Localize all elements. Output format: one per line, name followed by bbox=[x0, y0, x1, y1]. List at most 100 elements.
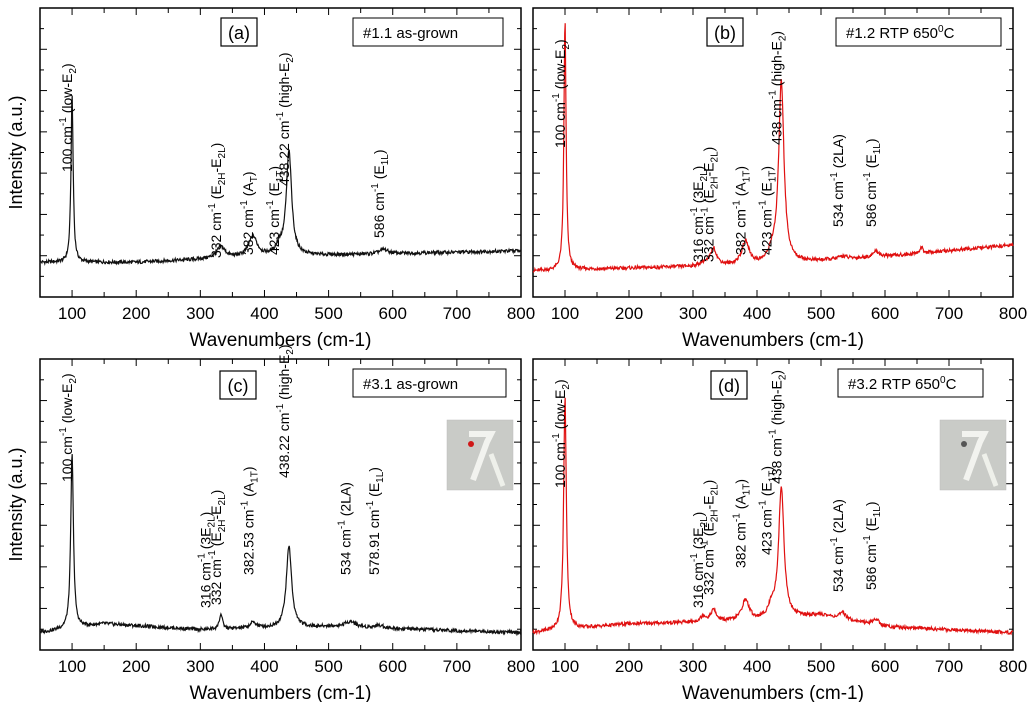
x-tick-label: 300 bbox=[679, 304, 707, 323]
panel-c: 100 200 300 400 500 600 700 800 Wavenumbers (cm-… bbox=[6, 344, 535, 702]
spectrum-line bbox=[39, 454, 522, 637]
x-tick-label: 100 bbox=[551, 304, 579, 323]
y-axis-label: Intensity (a.u.) bbox=[6, 447, 26, 561]
x-tick-label: 100 bbox=[551, 657, 579, 676]
peak-annotation: 332 cm-1 (E2H-E2L) bbox=[207, 490, 228, 605]
x-tick-label: 100 bbox=[58, 657, 86, 676]
x-tick-label: 700 bbox=[443, 657, 471, 676]
sample-legend-box bbox=[837, 368, 984, 398]
peak-annotation: 423 cm-1 (E1T) bbox=[265, 166, 286, 255]
peak-annotation: 332 cm-1 (E2H-E2L) bbox=[207, 143, 228, 258]
measurement-spot-marker bbox=[468, 441, 474, 447]
peak-annotation: 438 cm-1 (high-E2) bbox=[767, 31, 788, 145]
x-tick-label: 300 bbox=[679, 657, 707, 676]
panel-label-text: (a) bbox=[228, 23, 250, 43]
x-tick-label: 400 bbox=[743, 657, 771, 676]
peak-annotation: 332 cm-1 (E2H-E2L) bbox=[699, 147, 720, 262]
panel-label-box bbox=[219, 370, 257, 400]
panel-a: 100 200 300 400 500 600 700 800 Wavenumbers (cm-… bbox=[6, 7, 535, 351]
inset-micrograph bbox=[939, 419, 1007, 491]
x-tick-label: 600 bbox=[871, 657, 899, 676]
x-axis-label: Wavenumbers (cm-1) bbox=[190, 683, 372, 702]
peak-annotation: 332 cm-1 (E2H-E2L) bbox=[699, 480, 720, 595]
peak-annotation: 534 cm-1 (2LA) bbox=[336, 482, 353, 575]
peak-annotation: 438.22 cm-1 (high-E2) bbox=[275, 52, 296, 186]
peak-annotation: 382 cm-1 (A1T) bbox=[731, 166, 752, 255]
sample-legend-box bbox=[352, 368, 507, 398]
x-tick-label: 200 bbox=[615, 657, 643, 676]
sample-legend-text: #1.1 as-grown bbox=[363, 25, 458, 42]
sample-legend-text: #3.1 as-grown bbox=[363, 376, 458, 393]
peak-annotation: 382.53 cm-1 (A1T) bbox=[239, 466, 260, 575]
sample-legend: #3.1 as-grown bbox=[352, 368, 507, 398]
x-tick-label: 400 bbox=[250, 304, 278, 323]
panel-label: (a) bbox=[220, 17, 258, 47]
peak-annotation: 100 cm-1 (low-E2) bbox=[551, 39, 572, 148]
peak-annotation: 100 cm-1 (low-E2) bbox=[551, 379, 572, 488]
x-tick-label: 400 bbox=[250, 657, 278, 676]
y-axis-label: Intensity (a.u.) bbox=[6, 95, 26, 209]
x-tick-label: 100 bbox=[58, 304, 86, 323]
x-tick-label: 700 bbox=[443, 304, 471, 323]
panel-label-box bbox=[706, 17, 744, 47]
sample-legend-text: #1.2 RTP 6500C bbox=[846, 24, 955, 42]
peak-annotation: 586 cm-1 (E1L) bbox=[862, 501, 883, 590]
spectrum-line bbox=[532, 23, 1014, 273]
x-tick-label: 600 bbox=[379, 657, 407, 676]
x-tick-label: 200 bbox=[122, 304, 150, 323]
peak-annotation: 578.91 cm-1 (E1L) bbox=[365, 467, 386, 575]
x-axis-label: Wavenumbers (cm-1) bbox=[190, 330, 372, 351]
sample-legend-box bbox=[835, 17, 1002, 47]
panel-label: (b) bbox=[706, 17, 744, 47]
panel-label-box bbox=[710, 370, 748, 400]
x-tick-label: 400 bbox=[743, 304, 771, 323]
x-tick-label: 300 bbox=[186, 657, 214, 676]
peak-annotation: 100 cm-1 (low-E2) bbox=[58, 63, 79, 172]
x-tick-label: 500 bbox=[314, 304, 342, 323]
x-axis-label: Wavenumbers (cm-1) bbox=[682, 683, 864, 702]
x-tick-label: 500 bbox=[807, 657, 835, 676]
x-tick-label: 200 bbox=[615, 304, 643, 323]
panel-b: 100 200 300 400 500 600 700 800 Wavenumbers (cm-… bbox=[532, 7, 1027, 351]
peak-annotation: 423 cm-1 (E1T) bbox=[758, 466, 779, 555]
inset-pattern bbox=[469, 431, 496, 482]
x-tick-label: 700 bbox=[935, 657, 963, 676]
sample-legend: #1.2 RTP 6500C bbox=[835, 17, 1002, 47]
panel-label-text: (d) bbox=[718, 376, 740, 396]
panel-label-text: (c) bbox=[228, 376, 249, 396]
panel-label: (c) bbox=[219, 370, 257, 400]
x-tick-label: 700 bbox=[935, 304, 963, 323]
x-tick-label: 500 bbox=[314, 657, 342, 676]
measurement-spot-marker bbox=[961, 441, 967, 447]
x-tick-label: 800 bbox=[507, 657, 535, 676]
peak-annotation: 382 cm-1 (A1T) bbox=[731, 479, 752, 568]
peak-annotation: 586 cm-1 (E1L) bbox=[862, 138, 883, 227]
peak-annotation: 423 cm-1 (E1T) bbox=[758, 166, 779, 255]
inset-pattern bbox=[981, 453, 999, 487]
x-tick-label: 600 bbox=[871, 304, 899, 323]
peak-annotation: 100 cm-1 (low-E2) bbox=[58, 373, 79, 482]
peak-annotation: 316 cm-1 (3E2L) bbox=[689, 166, 710, 262]
x-tick-label: 800 bbox=[999, 657, 1027, 676]
inset-pattern bbox=[962, 431, 989, 482]
peak-annotation: 586 cm-1 (E1L) bbox=[370, 149, 391, 238]
peak-annotation: 534 cm-1 (2LA) bbox=[829, 499, 846, 592]
x-tick-label: 500 bbox=[807, 304, 835, 323]
x-axis-label: Wavenumbers (cm-1) bbox=[682, 330, 864, 351]
sample-legend-text: #3.2 RTP 6500C bbox=[848, 375, 957, 393]
x-tick-label: 600 bbox=[379, 304, 407, 323]
x-tick-label: 300 bbox=[186, 304, 214, 323]
panel-d: 100 200 300 400 500 600 700 800 Wavenumbers (cm-… bbox=[532, 358, 1027, 702]
x-tick-label: 800 bbox=[999, 304, 1027, 323]
sample-legend-box bbox=[352, 17, 504, 47]
x-tick-label: 800 bbox=[507, 304, 535, 323]
spectrum-line bbox=[39, 95, 522, 266]
peak-annotation: 438.22 cm-1 (high-E2) bbox=[275, 344, 296, 478]
peak-annotation: 534 cm-1 (2LA) bbox=[829, 134, 846, 227]
panel-label-box bbox=[220, 17, 258, 47]
peak-annotation: 316 cm-1 (3E2L) bbox=[197, 512, 218, 608]
sample-legend: #3.2 RTP 6500C bbox=[837, 368, 984, 398]
sample-legend: #1.1 as-grown bbox=[352, 17, 504, 47]
x-tick-label: 200 bbox=[122, 657, 150, 676]
